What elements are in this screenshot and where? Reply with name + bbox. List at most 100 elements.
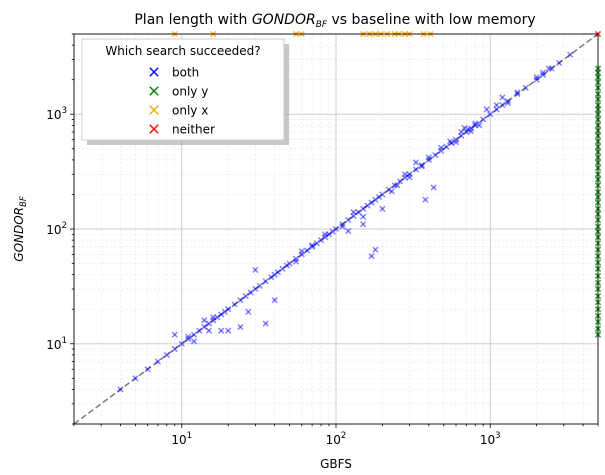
point-both <box>368 199 375 206</box>
point-both <box>406 174 413 181</box>
point-stroke <box>394 182 401 189</box>
point-stroke <box>539 71 547 79</box>
point-both <box>467 128 475 135</box>
point-stroke <box>359 205 367 212</box>
point-stroke <box>262 320 269 327</box>
point-stroke <box>487 111 494 118</box>
point-stroke <box>394 182 401 189</box>
point-stroke <box>345 216 352 224</box>
point-both <box>217 327 225 334</box>
point-both <box>117 386 124 393</box>
point-both <box>372 246 379 253</box>
point-both <box>432 151 439 159</box>
point-stroke <box>163 351 171 359</box>
point-stroke <box>268 274 275 281</box>
point-stroke <box>425 154 433 161</box>
x-tick-label: 103 <box>480 431 501 447</box>
point-stroke <box>231 301 238 308</box>
tick-exponent: 2 <box>341 431 346 441</box>
point-both <box>279 265 286 272</box>
point-stroke <box>388 188 395 195</box>
point-both <box>185 335 192 343</box>
point-both <box>385 186 392 193</box>
point-stroke <box>325 231 333 238</box>
point-stroke <box>359 213 367 220</box>
point-stroke <box>201 323 208 331</box>
point-stroke <box>514 90 521 98</box>
point-stroke <box>452 136 460 143</box>
point-both <box>210 314 217 321</box>
legend-entry-only-x: only x <box>149 104 208 118</box>
point-stroke <box>412 159 420 166</box>
tick-base: 10 <box>46 223 61 237</box>
point-stroke <box>144 366 151 373</box>
point-stroke <box>396 178 404 185</box>
point-stroke <box>350 212 357 220</box>
point-stroke <box>237 296 244 304</box>
point-stroke <box>539 69 547 76</box>
diagonal-reference-line <box>73 33 599 425</box>
point-stroke <box>292 258 300 265</box>
point-stroke <box>406 174 413 181</box>
point-stroke <box>117 386 124 393</box>
point-both <box>313 240 320 247</box>
point-stroke <box>190 338 198 345</box>
point-stroke <box>245 308 252 315</box>
point-both <box>533 74 540 81</box>
point-both <box>479 116 487 123</box>
point-both <box>437 144 445 151</box>
point-both <box>522 84 529 91</box>
point-stroke <box>190 338 198 345</box>
legend-marker <box>149 124 159 134</box>
point-both <box>556 59 563 67</box>
point-stroke <box>214 314 221 321</box>
point-stroke <box>447 138 454 145</box>
point-stroke <box>437 144 445 151</box>
point-stroke <box>242 292 249 300</box>
point-stroke <box>298 248 305 255</box>
point-stroke <box>448 139 455 147</box>
point-stroke <box>514 89 521 96</box>
point-stroke <box>418 161 425 169</box>
point-stroke <box>368 199 375 206</box>
point-stroke <box>499 101 506 109</box>
point-stroke <box>465 126 472 133</box>
point-stroke <box>467 125 475 132</box>
point-both <box>214 314 221 321</box>
point-stroke <box>329 228 336 235</box>
point-stroke <box>425 156 433 164</box>
tick-exponent: 3 <box>495 431 500 441</box>
point-stroke <box>391 182 398 189</box>
point-stroke <box>418 163 425 170</box>
point-both <box>132 375 139 382</box>
point-stroke <box>350 209 357 216</box>
point-stroke <box>308 243 316 250</box>
point-stroke <box>412 166 420 173</box>
point-stroke <box>368 252 375 260</box>
point-both <box>190 338 198 345</box>
point-both <box>493 106 500 113</box>
point-stroke <box>539 71 547 79</box>
point-stroke <box>185 333 192 340</box>
point-stroke <box>533 74 540 81</box>
point-both <box>391 182 398 189</box>
point-stroke <box>418 161 425 169</box>
legend-entries: both only y only x neither <box>149 66 215 137</box>
point-both <box>225 306 232 313</box>
point-both <box>472 120 479 127</box>
point-stroke <box>217 311 225 318</box>
point-stroke <box>545 65 553 72</box>
point-stroke <box>437 144 445 151</box>
point-stroke <box>271 296 278 304</box>
point-both <box>452 136 460 143</box>
point-stroke <box>493 101 500 109</box>
point-stroke <box>467 128 475 135</box>
point-both <box>355 209 362 216</box>
point-stroke <box>279 265 286 272</box>
point-stroke <box>499 94 506 101</box>
tick-exponent: 1 <box>187 431 192 441</box>
point-stroke <box>329 228 336 235</box>
point-both <box>321 231 329 238</box>
point-stroke <box>144 366 151 373</box>
